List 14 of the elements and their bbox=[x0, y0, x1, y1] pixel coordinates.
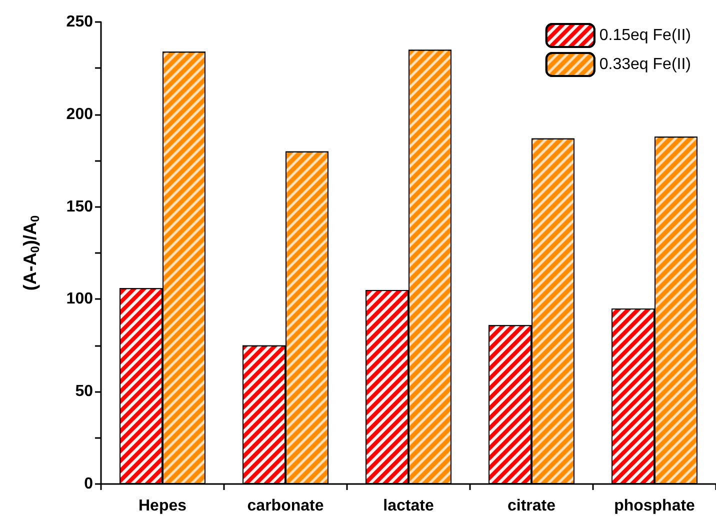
y-axis-title: (A-A0)/A0 bbox=[20, 215, 42, 291]
x-tick-label: Hepes bbox=[138, 498, 187, 514]
y-tick-label: 50 bbox=[75, 383, 94, 400]
y-tick-label: 150 bbox=[66, 198, 94, 216]
legend-label: 0.15eq Fe(II) bbox=[599, 27, 692, 44]
legend-label: 0.33eq Fe(II) bbox=[599, 56, 692, 73]
x-tick-label: lactate bbox=[383, 498, 434, 514]
x-tick-label: carbonate bbox=[247, 498, 324, 514]
x-tick-label: phosphate bbox=[614, 498, 696, 514]
y-tick-label: 200 bbox=[66, 106, 94, 123]
x-tick-label: citrate bbox=[507, 498, 556, 514]
y-tick-label: 250 bbox=[66, 14, 94, 30]
y-tick-label: 100 bbox=[66, 290, 94, 308]
y-tick-label: 0 bbox=[84, 476, 94, 492]
